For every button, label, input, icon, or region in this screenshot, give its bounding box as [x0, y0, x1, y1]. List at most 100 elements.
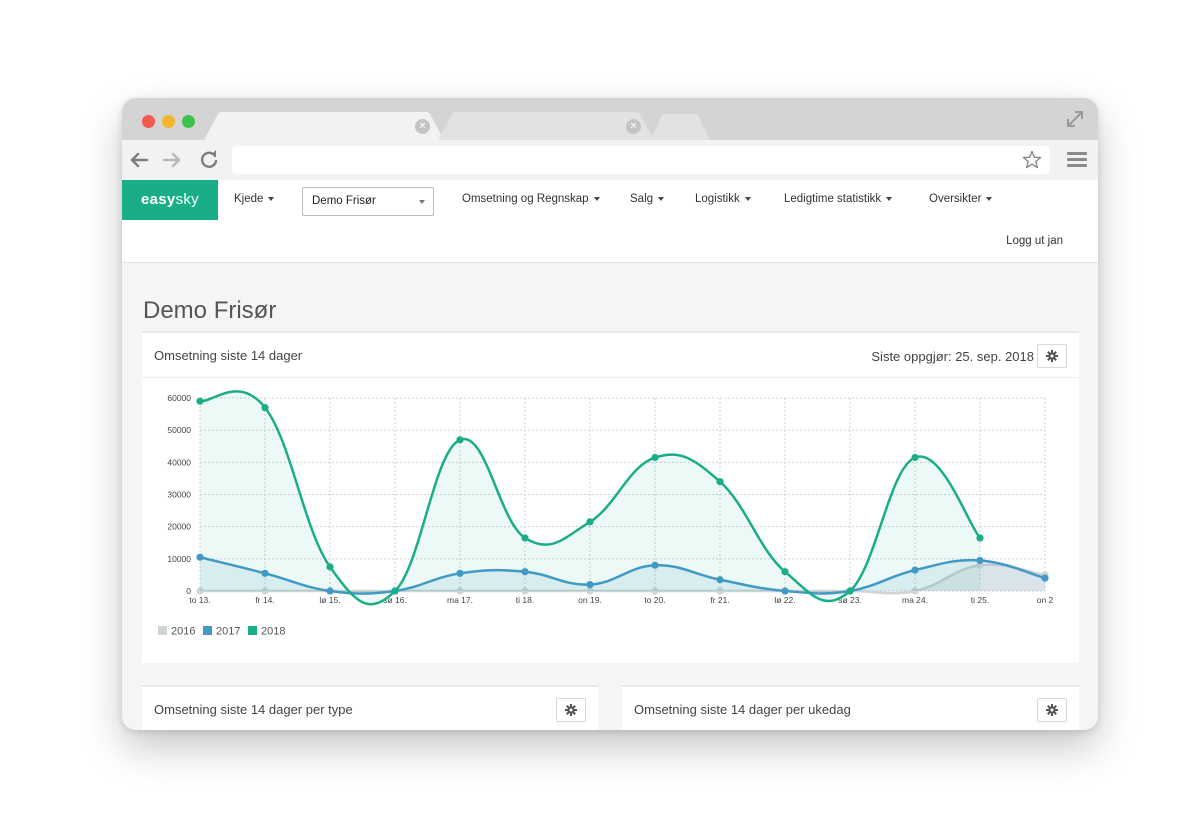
series-2017-point [456, 569, 464, 577]
logout-link[interactable]: Logg ut jan [1006, 235, 1063, 247]
address-bar[interactable] [232, 146, 1050, 174]
series-2017-point [976, 556, 984, 565]
legend-swatch-2016 [158, 626, 167, 635]
browser-menu-icon[interactable] [1067, 152, 1087, 168]
panel-settings-button[interactable] [556, 698, 586, 722]
back-arrow-icon[interactable] [128, 149, 150, 171]
last-settlement-text: Siste oppgjør: 25. sep. 2018 [871, 349, 1034, 364]
series-2017-point [651, 561, 659, 569]
series-2016-point [456, 587, 464, 595]
logo-text-bold: easy [141, 191, 176, 208]
x-tick-label: on 2 [1037, 595, 1054, 605]
series-2016-point [586, 587, 594, 595]
legend-label-2016: 2016 [171, 626, 195, 638]
panel-settings-button[interactable] [1037, 344, 1067, 368]
series-2018-point [586, 518, 594, 526]
chevron-down-icon [268, 196, 275, 201]
revenue-panel: Omsetning siste 14 dager Siste oppgjør: … [142, 331, 1079, 663]
gear-icon [1046, 704, 1058, 716]
x-tick-label: sø 23. [838, 595, 862, 605]
series-2017-point [326, 587, 334, 595]
nav-item-salg[interactable]: Salg [630, 193, 665, 205]
nav-item-logistikk[interactable]: Logistikk [695, 193, 751, 205]
panel-title: Omsetning siste 14 dager [154, 348, 303, 363]
series-2017-point [261, 569, 269, 577]
x-tick-label: ma 17. [447, 595, 473, 605]
store-select-value: Demo Frisør [312, 195, 376, 207]
expand-icon[interactable] [1064, 108, 1086, 130]
series-2018-point [976, 534, 984, 542]
y-tick-label: 0 [186, 586, 191, 596]
easysky-logo[interactable]: easysky [122, 180, 218, 220]
nav-item-kjede[interactable]: Kjede [234, 193, 275, 205]
revenue-by-weekday-panel: Omsetning siste 14 dager per ukedag [622, 685, 1079, 730]
nav-item-label: Logistikk [695, 193, 740, 205]
series-2016-point [521, 587, 529, 595]
panel-title: Omsetning siste 14 dager per ukedag [634, 702, 851, 717]
x-tick-label: sø 16. [383, 595, 407, 605]
series-2016-point [196, 587, 204, 595]
series-2016-point [261, 587, 269, 595]
series-2016-point [716, 587, 724, 595]
chevron-down-icon [658, 196, 665, 201]
reload-icon[interactable] [198, 149, 220, 171]
series-2017-point [521, 568, 529, 576]
nav-item-label: Omsetning og Regnskap [462, 193, 589, 205]
browser-tab-active[interactable] [204, 112, 444, 140]
x-tick-label: ti 25. [971, 595, 989, 605]
series-2017-point [911, 566, 919, 574]
series-2017-point [1041, 574, 1049, 582]
panel-title: Omsetning siste 14 dager per type [154, 702, 353, 717]
series-2017-point [781, 587, 789, 595]
nav-item-ledigtime-statistikk[interactable]: Ledigtime statistikk [784, 193, 893, 205]
y-tick-label: 10000 [167, 554, 191, 564]
x-tick-label: fr 14. [255, 595, 274, 605]
chevron-down-icon [744, 196, 751, 201]
panel-settings-button[interactable] [1037, 698, 1067, 722]
series-2018-point [456, 436, 464, 444]
page-title: Demo Frisør [143, 297, 277, 324]
series-2018-point [261, 404, 269, 412]
close-window-button[interactable] [142, 115, 155, 128]
main-content: Demo Frisør Omsetning siste 14 dager Sis… [122, 263, 1098, 730]
series-2017-point [586, 580, 594, 589]
browser-window: × × easysky [122, 98, 1098, 730]
browser-tab-inactive[interactable] [438, 112, 654, 140]
series-2017-line [199, 556, 1046, 595]
chevron-down-icon [986, 196, 993, 201]
tab-close-icon[interactable]: × [415, 119, 430, 134]
series-2018-point [521, 534, 529, 542]
gear-icon [565, 704, 577, 716]
legend-swatch-2018 [248, 626, 257, 635]
chevron-down-icon [886, 196, 893, 201]
nav-item-label: Kjede [234, 193, 264, 205]
y-tick-label: 50000 [167, 425, 191, 435]
tab-close-icon[interactable]: × [626, 119, 641, 134]
x-tick-label: to 20. [644, 595, 665, 605]
series-2018-area [200, 391, 980, 605]
browser-titlebar: × × [122, 98, 1098, 140]
series-2018-point [326, 563, 334, 571]
legend-swatch-2017 [203, 626, 212, 635]
forward-arrow-icon[interactable] [161, 149, 183, 171]
x-tick-label: lø 22. [774, 595, 795, 605]
bookmark-star-icon[interactable] [1022, 150, 1042, 170]
series-2017-point [196, 553, 204, 561]
minimize-window-button[interactable] [162, 115, 175, 128]
browser-toolbar [122, 140, 1098, 180]
legend-label-2018: 2018 [261, 626, 285, 638]
series-2016-point [911, 587, 919, 595]
gear-icon [1046, 350, 1058, 362]
nav-item-omsetning-og-regnskap[interactable]: Omsetning og Regnskap [462, 193, 600, 205]
series-2018-point [391, 587, 399, 595]
x-tick-label: on 19. [578, 595, 602, 605]
new-tab-button[interactable] [650, 112, 710, 140]
revenue-chart: 0 10000 20000 30000 40000 50000 60000 to 13. fr … [158, 390, 1054, 638]
nav-item-label: Salg [630, 193, 654, 205]
store-select[interactable]: Demo Frisør [302, 187, 434, 216]
nav-item-label: Oversikter [929, 193, 982, 205]
x-tick-label: to 13. [189, 595, 210, 605]
zoom-window-button[interactable] [182, 115, 195, 128]
nav-item-oversikter[interactable]: Oversikter [929, 193, 993, 205]
series-2018-point [716, 478, 724, 486]
